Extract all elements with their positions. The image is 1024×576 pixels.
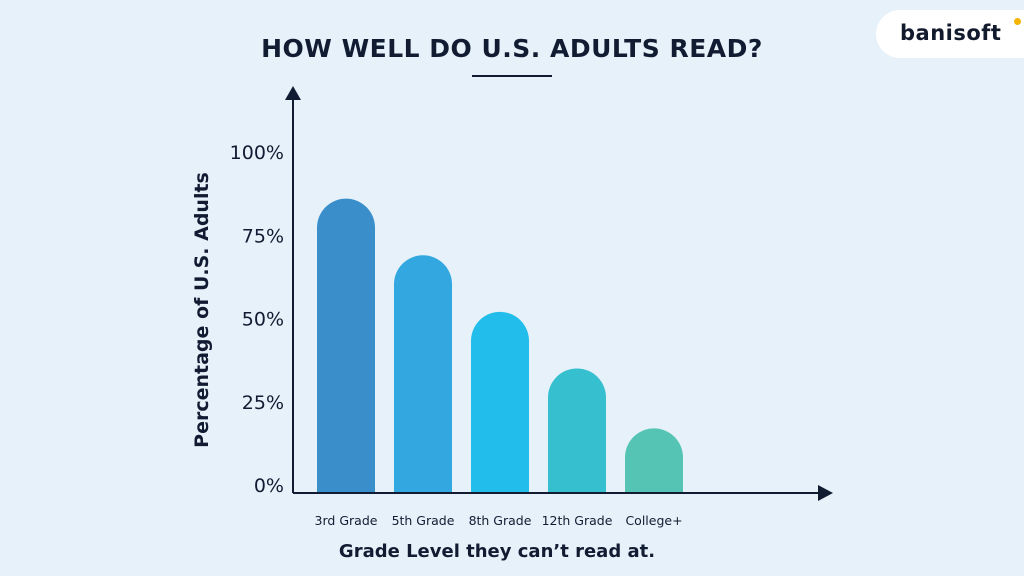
- bars: [317, 198, 683, 493]
- bar-3rd-grade: [317, 198, 375, 493]
- y-tick-label: 0%: [254, 475, 284, 497]
- brand-logo-card: banisoft: [876, 10, 1024, 58]
- x-tick-label: College+: [625, 513, 682, 528]
- y-tick-label: 100%: [230, 142, 284, 164]
- y-axis-arrow-icon: [285, 86, 301, 100]
- chart-title: HOW WELL DO U.S. ADULTS READ?: [261, 34, 763, 63]
- y-tick-labels: 0% 25% 50% 75% 100%: [230, 142, 284, 497]
- x-axis-arrow-icon: [818, 485, 833, 501]
- x-tick-label: 3rd Grade: [315, 513, 378, 528]
- brand-logo-dot: [1014, 18, 1021, 25]
- y-tick-label: 50%: [242, 309, 284, 331]
- y-tick-label: 25%: [242, 392, 284, 414]
- y-tick-label: 75%: [242, 225, 284, 247]
- x-axis-label: Grade Level they can’t read at.: [339, 541, 655, 562]
- x-tick-label: 12th Grade: [542, 513, 613, 528]
- x-tick-label: 5th Grade: [392, 513, 455, 528]
- x-tick-labels: 3rd Grade 5th Grade 8th Grade 12th Grade Col…: [315, 513, 683, 528]
- title-underline: [472, 75, 552, 77]
- bar-8th-grade: [471, 311, 529, 493]
- bar-12th-grade: [548, 368, 606, 493]
- y-axis-label: Percentage of U.S. Adults: [191, 172, 213, 448]
- brand-logo-text: banisoft: [900, 21, 1002, 45]
- bar-5th-grade: [394, 255, 452, 493]
- x-tick-label: 8th Grade: [469, 513, 532, 528]
- bar-college: [625, 428, 683, 493]
